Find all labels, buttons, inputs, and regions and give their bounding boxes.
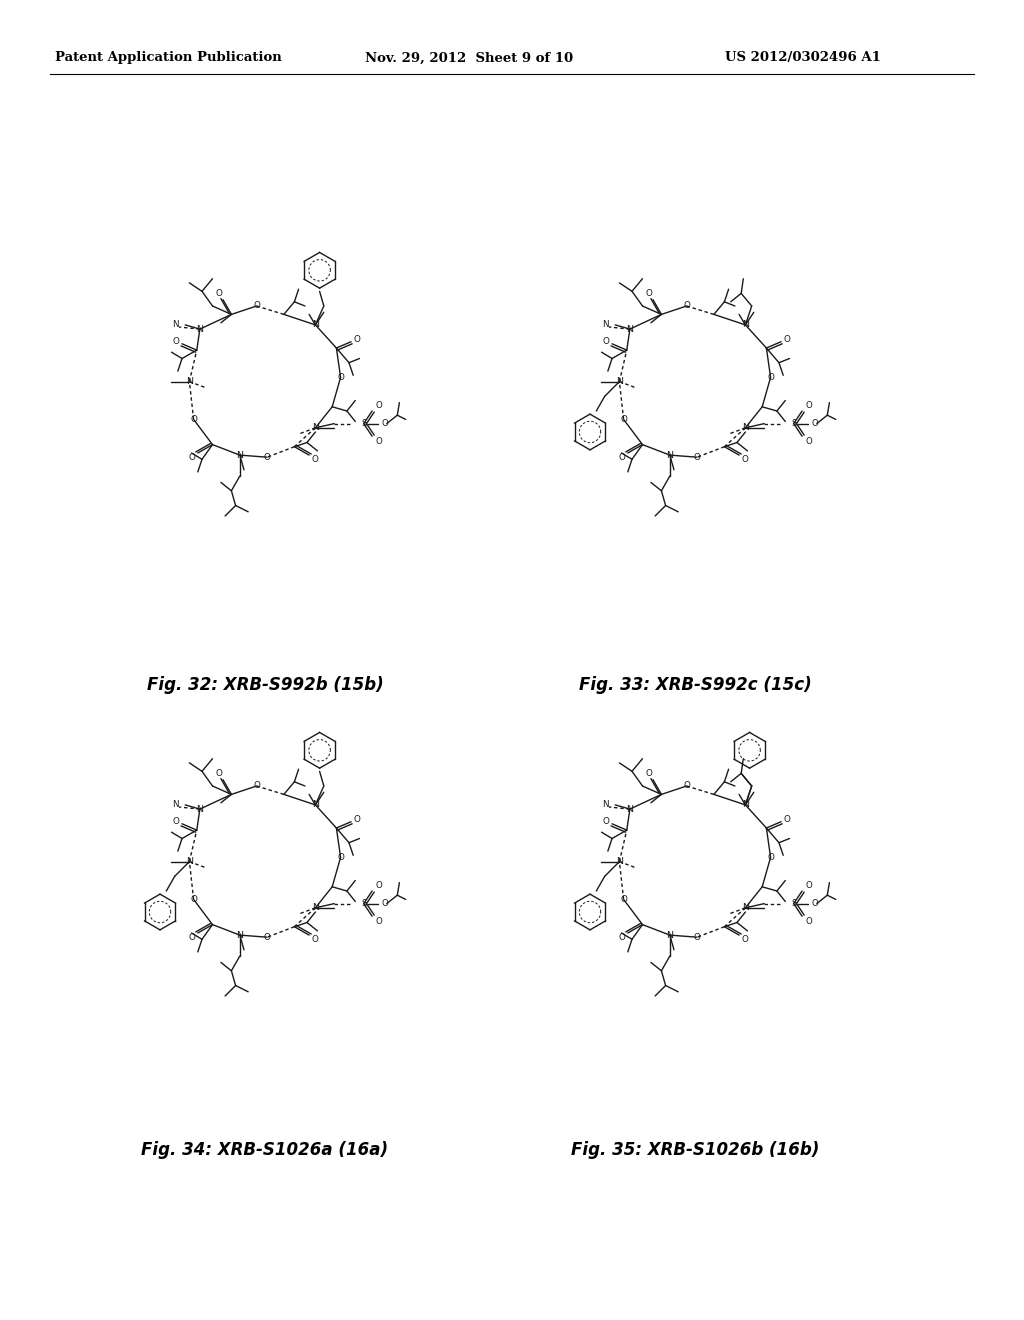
Text: O: O [621, 414, 627, 424]
Text: O: O [354, 814, 360, 824]
Text: N: N [742, 321, 749, 330]
Text: N: N [742, 800, 749, 809]
Text: N: N [312, 424, 318, 433]
Text: O: O [767, 372, 774, 381]
Text: O: O [375, 917, 382, 925]
Text: N: N [172, 800, 179, 809]
Text: Patent Application Publication: Patent Application Publication [55, 51, 282, 65]
Text: O: O [375, 401, 382, 411]
Text: O: O [683, 781, 690, 791]
Text: O: O [602, 337, 609, 346]
Text: Fig. 32: XRB-S992b (15b): Fig. 32: XRB-S992b (15b) [146, 676, 383, 694]
Text: O: O [172, 817, 179, 826]
Text: O: O [375, 437, 382, 446]
Text: Fig. 35: XRB-S1026b (16b): Fig. 35: XRB-S1026b (16b) [570, 1140, 819, 1159]
Text: O: O [188, 453, 195, 462]
Text: O: O [618, 453, 625, 462]
Text: O: O [263, 933, 270, 941]
Text: Fig. 33: XRB-S992c (15c): Fig. 33: XRB-S992c (15c) [579, 676, 811, 694]
Text: N: N [602, 321, 609, 330]
Text: N: N [742, 903, 749, 912]
Text: O: O [190, 895, 197, 904]
Text: O: O [172, 337, 179, 346]
Text: S: S [791, 899, 797, 908]
Text: O: O [354, 335, 360, 345]
Text: O: O [645, 768, 652, 777]
Text: O: O [190, 414, 197, 424]
Text: O: O [645, 289, 652, 298]
Text: N: N [312, 903, 318, 912]
Text: O: O [337, 853, 344, 862]
Text: N: N [667, 450, 674, 459]
Text: O: O [312, 935, 318, 944]
Text: O: O [693, 453, 700, 462]
Text: O: O [805, 917, 812, 925]
Text: N: N [172, 321, 179, 330]
Text: O: O [375, 882, 382, 890]
Text: Nov. 29, 2012  Sheet 9 of 10: Nov. 29, 2012 Sheet 9 of 10 [365, 51, 573, 65]
Text: O: O [618, 933, 625, 941]
Text: O: O [805, 401, 812, 411]
Text: O: O [742, 935, 749, 944]
Text: O: O [767, 853, 774, 862]
Text: O: O [263, 453, 270, 462]
Text: O: O [742, 455, 749, 463]
Text: N: N [667, 931, 674, 940]
Text: N: N [627, 805, 634, 813]
Text: S: S [360, 899, 367, 908]
Text: N: N [312, 800, 318, 809]
Text: O: O [805, 882, 812, 890]
Text: O: O [693, 933, 700, 941]
Text: N: N [602, 800, 609, 809]
Text: US 2012/0302496 A1: US 2012/0302496 A1 [725, 51, 881, 65]
Text: N: N [186, 857, 193, 866]
Text: O: O [188, 933, 195, 941]
Text: N: N [742, 424, 749, 433]
Text: O: O [805, 437, 812, 446]
Text: O: O [381, 420, 388, 428]
Text: S: S [791, 420, 797, 428]
Text: O: O [215, 289, 222, 298]
Text: N: N [237, 931, 244, 940]
Text: N: N [186, 378, 193, 385]
Text: N: N [627, 325, 634, 334]
Text: O: O [602, 817, 609, 826]
Text: O: O [312, 455, 318, 463]
Text: S: S [360, 420, 367, 428]
Text: O: O [253, 301, 260, 310]
Text: N: N [197, 325, 204, 334]
Text: N: N [237, 450, 244, 459]
Text: O: O [215, 768, 222, 777]
Text: O: O [621, 895, 627, 904]
Text: N: N [312, 321, 318, 330]
Text: N: N [615, 857, 623, 866]
Text: O: O [784, 814, 791, 824]
Text: O: O [381, 899, 388, 908]
Text: O: O [784, 335, 791, 345]
Text: O: O [811, 899, 818, 908]
Text: O: O [253, 781, 260, 791]
Text: N: N [197, 805, 204, 813]
Text: O: O [337, 372, 344, 381]
Text: Fig. 34: XRB-S1026a (16a): Fig. 34: XRB-S1026a (16a) [141, 1140, 388, 1159]
Text: O: O [811, 420, 818, 428]
Text: O: O [683, 301, 690, 310]
Text: N: N [615, 378, 623, 385]
